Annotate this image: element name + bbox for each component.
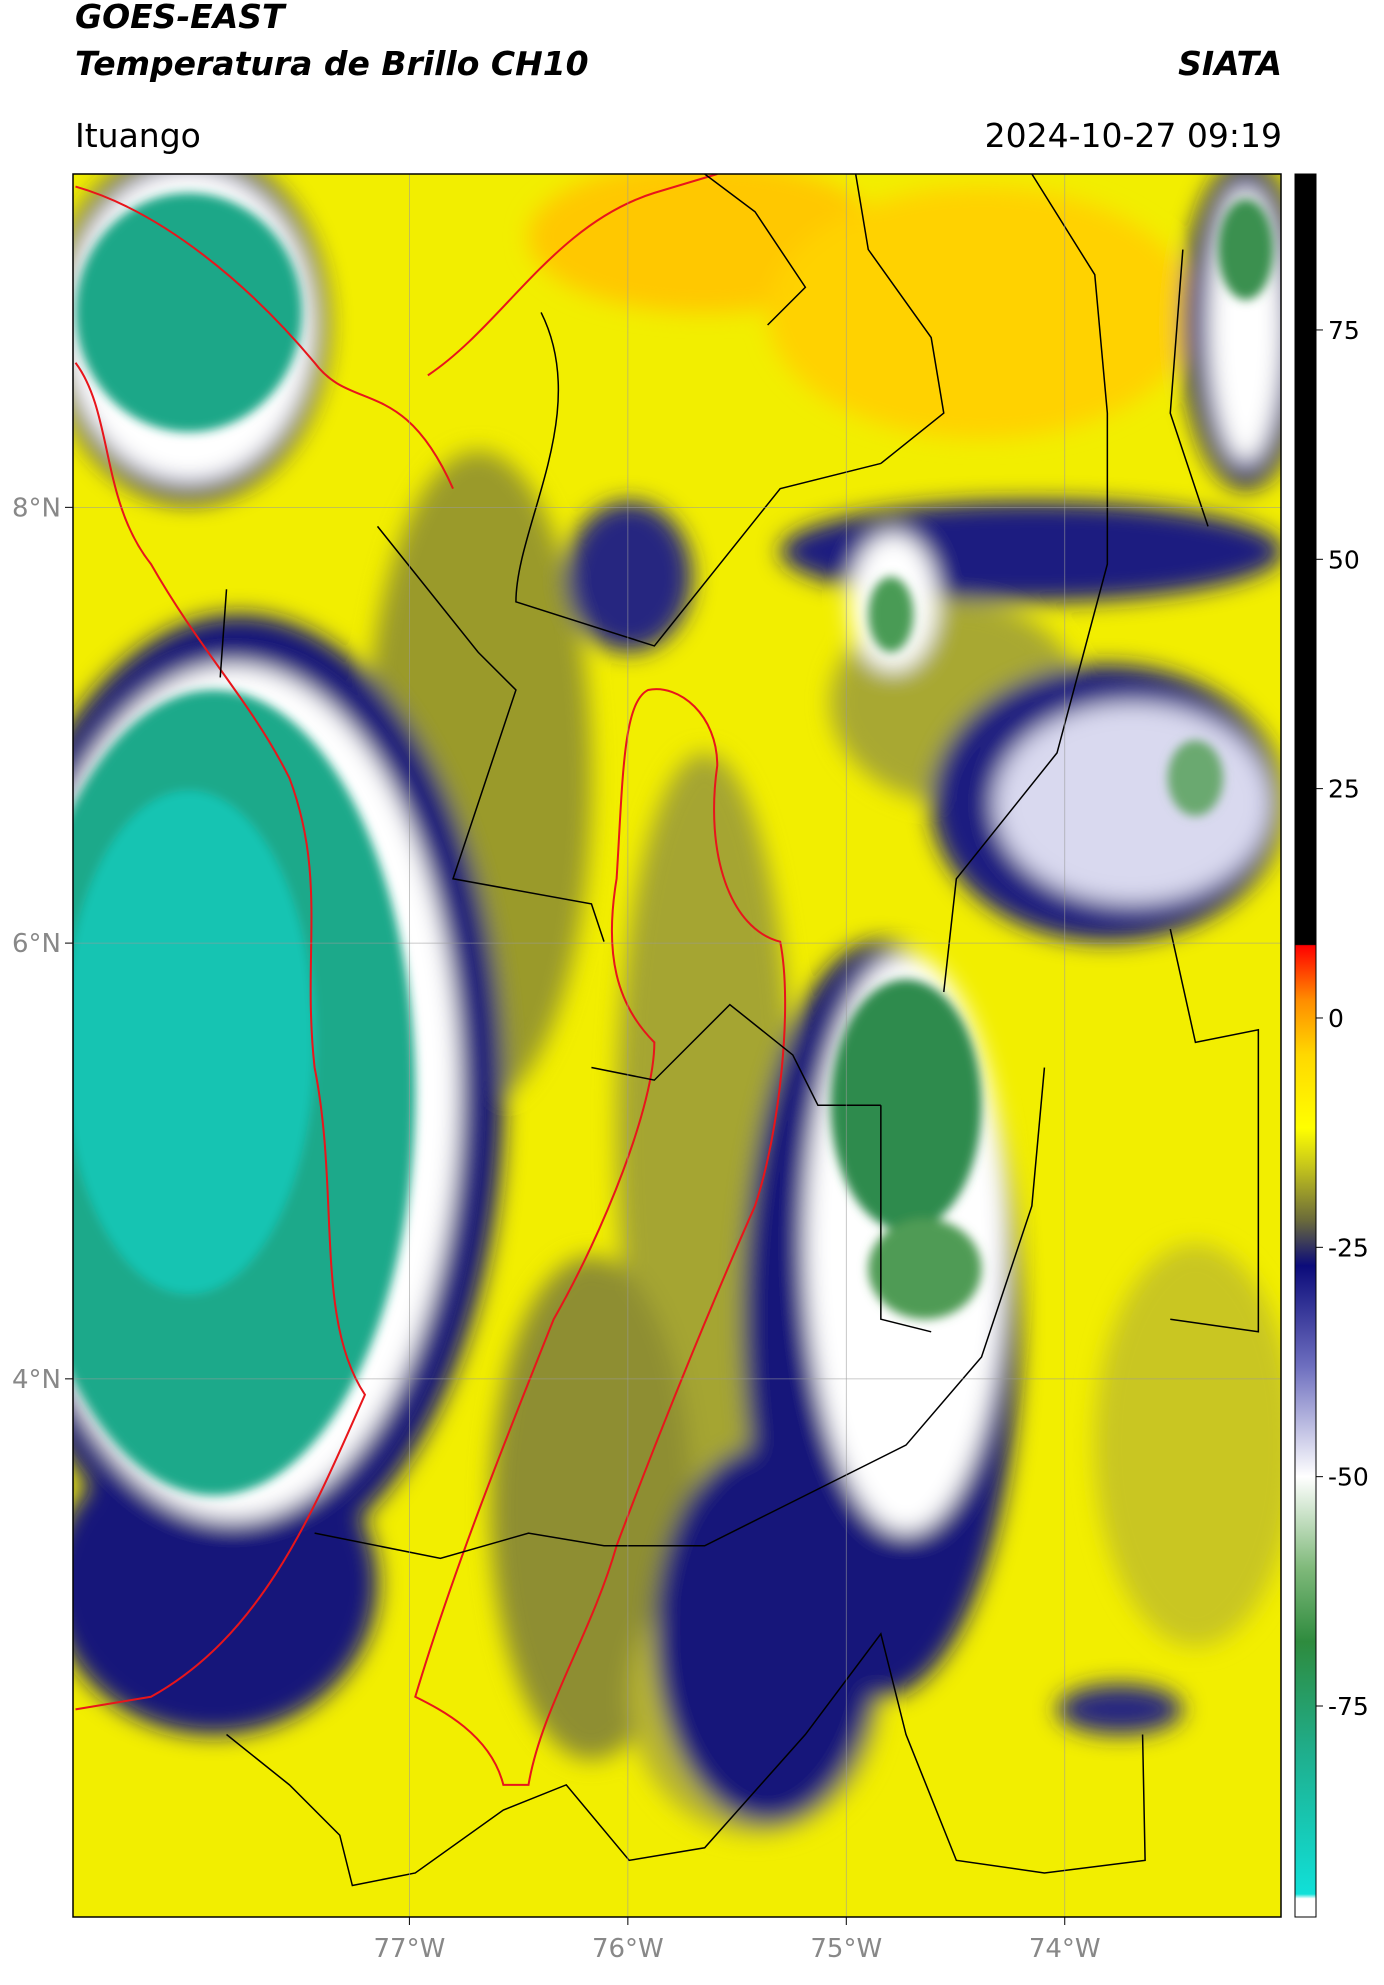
satellite-image: [73, 174, 1281, 1917]
y-tick-label: 4°N: [12, 1365, 61, 1395]
colorbar-tick-label: 75: [1328, 316, 1360, 345]
region: Ituango: [75, 116, 201, 155]
title: GOES-EAST: [75, 0, 287, 36]
x-tick-label: 74°W: [1029, 1934, 1101, 1964]
colorbar-tick-label: 50: [1328, 545, 1360, 574]
colorbar-tick-label: 25: [1328, 775, 1360, 804]
subtitle: Temperatura de Brillo CH10: [75, 44, 589, 83]
colorbar-tick-label: -75: [1328, 1692, 1369, 1721]
colorbar-tick-label: -50: [1328, 1463, 1369, 1492]
map-frame: [72, 173, 1282, 1918]
x-tick-label: 76°W: [592, 1934, 664, 1964]
x-tick-label: 77°W: [374, 1934, 446, 1964]
x-tick-label: 75°W: [810, 1934, 882, 1964]
coastline: [74, 174, 787, 1786]
colorbar-tick-label: 0: [1328, 1004, 1344, 1033]
y-tick-label: 6°N: [12, 929, 61, 959]
y-tick-label: 8°N: [12, 493, 61, 523]
borders: [219, 174, 1260, 1887]
brand: SIATA: [1178, 44, 1282, 83]
colorbar-tick-label: -25: [1328, 1233, 1369, 1262]
timestamp: 2024-10-27 09:19: [985, 116, 1282, 155]
colorbar: [1294, 173, 1317, 1918]
